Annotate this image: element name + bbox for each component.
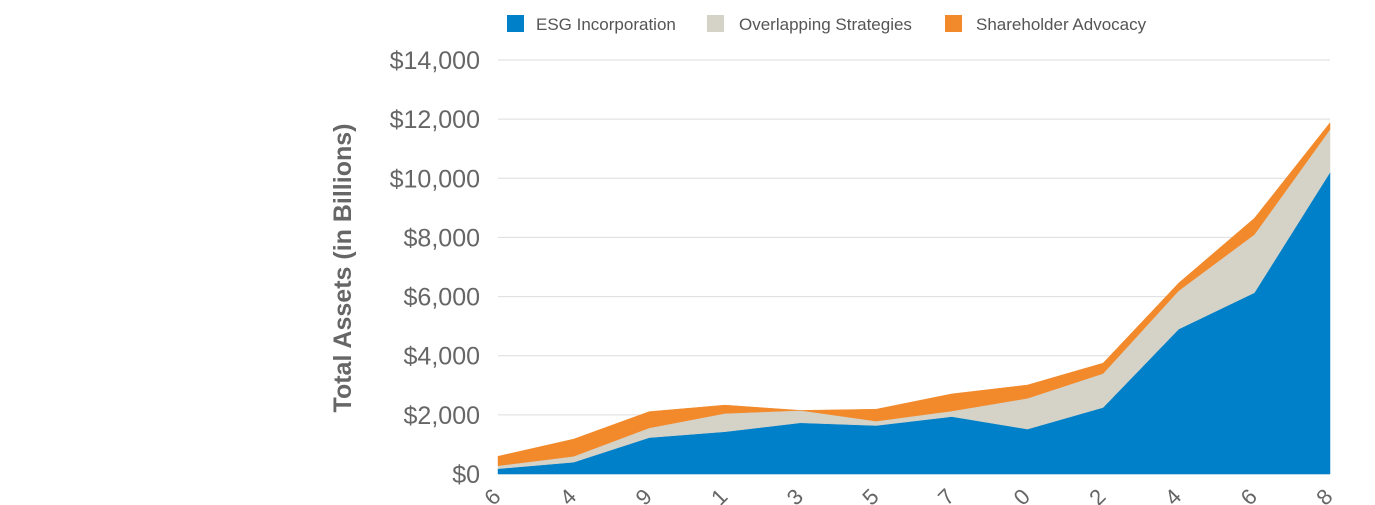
y-axis-title: Total Assets (in Billions) (329, 124, 357, 413)
y-tick-label: $4,000 (404, 343, 480, 371)
x-axis-ticks: 6 4 9 1 3 5 7 0 2 4 6 8 (479, 484, 1337, 505)
x-tick-label: 3 (782, 484, 808, 505)
legend: ESG Incorporation Overlapping Strategies… (507, 15, 1147, 34)
x-tick-label: 4 (555, 484, 581, 505)
gridlines (498, 59, 1330, 475)
x-tick-label: 6 (1236, 484, 1262, 505)
y-tick-label: $10,000 (390, 165, 480, 193)
legend-label-overlapping-strategies: Overlapping Strategies (739, 15, 912, 34)
legend-swatch-shareholder-advocacy (945, 15, 962, 32)
area-shareholder-advocacy (497, 121, 1331, 466)
x-tick-label: 1 (706, 484, 732, 505)
y-tick-label: $2,000 (404, 402, 480, 430)
x-tick-label: 0 (1009, 484, 1035, 505)
x-tick-label: 5 (857, 484, 883, 505)
x-tick-label: 2 (1084, 484, 1110, 505)
legend-label-shareholder-advocacy: Shareholder Advocacy (976, 15, 1147, 34)
legend-swatch-overlapping-strategies (707, 15, 724, 32)
x-tick-label: 9 (630, 484, 656, 505)
y-axis-ticks: $0 $2,000 $4,000 $6,000 $8,000 $10,000 $12,000… (390, 47, 480, 489)
x-tick-label: 6 (479, 484, 505, 505)
x-tick-label: 7 (933, 484, 959, 505)
legend-label-esg-incorporation: ESG Incorporation (536, 15, 676, 34)
y-tick-label: $6,000 (404, 284, 480, 312)
y-tick-label: $0 (452, 461, 480, 489)
y-tick-label: $14,000 (390, 47, 480, 75)
legend-swatch-esg-incorporation (507, 15, 524, 32)
y-tick-label: $8,000 (404, 224, 480, 252)
plot-areas (497, 121, 1331, 475)
x-tick-label: 8 (1311, 484, 1337, 505)
x-tick-label: 4 (1160, 484, 1186, 505)
y-tick-label: $12,000 (390, 106, 480, 134)
